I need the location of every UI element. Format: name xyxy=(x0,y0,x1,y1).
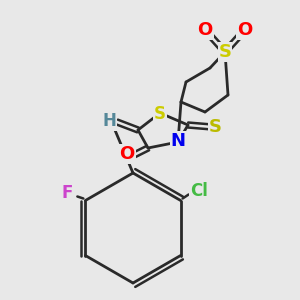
Text: O: O xyxy=(237,21,253,39)
Text: Cl: Cl xyxy=(190,182,208,200)
Text: O: O xyxy=(119,145,135,163)
Text: H: H xyxy=(102,112,116,130)
Text: S: S xyxy=(218,43,232,61)
Text: N: N xyxy=(170,132,185,150)
Text: F: F xyxy=(62,184,73,202)
Text: O: O xyxy=(197,21,213,39)
Text: S: S xyxy=(208,118,221,136)
Text: S: S xyxy=(154,105,166,123)
